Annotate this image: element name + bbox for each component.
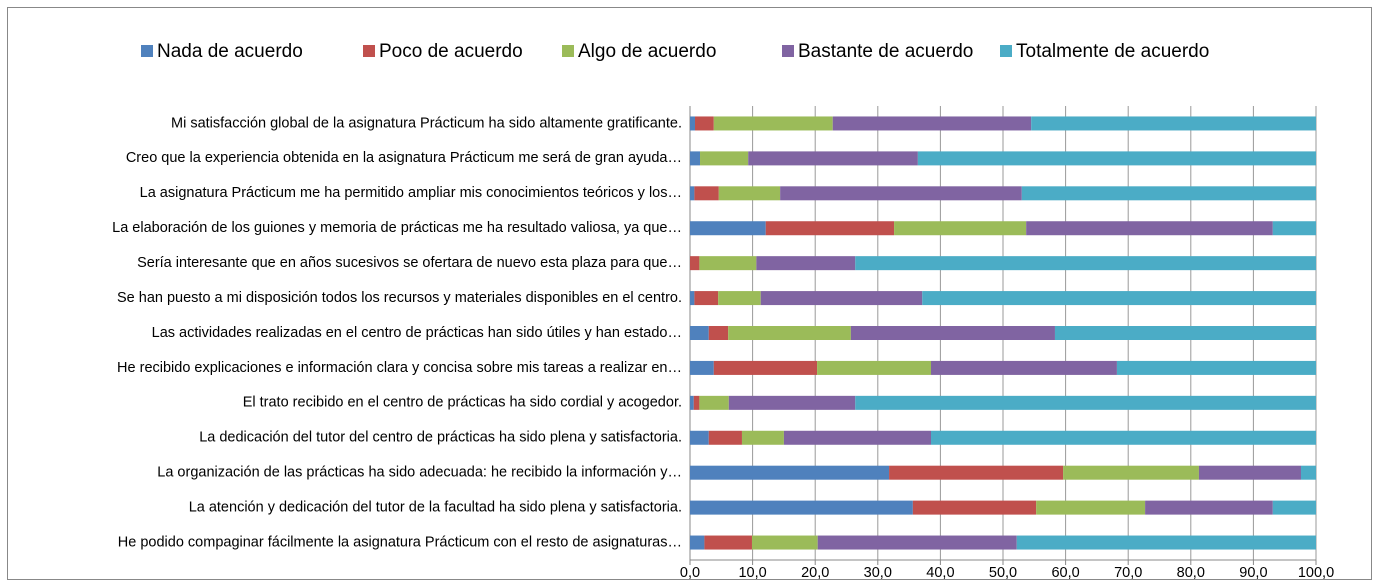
y-tick-label: Las actividades realizadas en el centro … bbox=[152, 325, 682, 341]
bar-segment bbox=[690, 291, 695, 306]
bar-segment bbox=[912, 500, 1037, 515]
bar-segment bbox=[1145, 500, 1273, 515]
x-tick-label: 20,0 bbox=[801, 565, 829, 581]
bar-segment bbox=[783, 430, 932, 445]
bar-segment bbox=[1036, 500, 1146, 515]
bar-segment bbox=[889, 465, 1064, 480]
bar-segment bbox=[1031, 116, 1316, 131]
bar-segment bbox=[817, 360, 932, 375]
bar-segment bbox=[751, 535, 818, 550]
bar-segment bbox=[699, 395, 729, 410]
bar-segment bbox=[690, 221, 766, 236]
bar-segment bbox=[690, 360, 714, 375]
bar-segment bbox=[817, 535, 1017, 550]
legend-swatch bbox=[562, 45, 574, 57]
bar-segment bbox=[855, 395, 1316, 410]
legend-label: Bastante de acuerdo bbox=[798, 41, 973, 62]
legend-label: Algo de acuerdo bbox=[578, 41, 716, 62]
y-tick-label: He recibido explicaciones e información … bbox=[117, 360, 682, 376]
y-tick-label: Mi satisfacción global de la asignatura … bbox=[171, 115, 682, 131]
bar-segment bbox=[850, 326, 1055, 340]
bar-segment bbox=[760, 291, 923, 306]
bar-segment bbox=[690, 430, 709, 445]
x-tick-label: 30,0 bbox=[864, 565, 892, 581]
legend-swatch bbox=[782, 45, 794, 57]
bar-segment bbox=[694, 291, 719, 306]
y-tick-label: La asignatura Prácticum me ha permitido … bbox=[140, 185, 682, 201]
legend-label: Nada de acuerdo bbox=[157, 41, 303, 62]
y-tick-label: El trato recibido en el centro de prácti… bbox=[243, 395, 682, 411]
bar-segment bbox=[756, 256, 856, 271]
bar-segment bbox=[690, 500, 913, 515]
bar-segment bbox=[690, 116, 696, 131]
bar-segment bbox=[728, 326, 851, 340]
bar-segment bbox=[832, 116, 1032, 131]
bar-segment bbox=[922, 291, 1316, 306]
y-tick-label: La elaboración de los guiones y memoria … bbox=[112, 220, 682, 236]
bar-segment bbox=[708, 326, 729, 340]
bar-segment bbox=[713, 116, 833, 131]
legend-swatch bbox=[1000, 45, 1012, 57]
bar-segment bbox=[699, 256, 757, 271]
bar-segment bbox=[1272, 500, 1316, 515]
bar-segment bbox=[690, 326, 709, 340]
bar-segment bbox=[704, 535, 752, 550]
y-tick-label: La atención y dedicación del tutor de la… bbox=[189, 499, 682, 515]
legend-label: Poco de acuerdo bbox=[379, 41, 523, 62]
bar-segment bbox=[690, 535, 705, 550]
y-tick-label: He podido compaginar fácilmente la asign… bbox=[118, 534, 682, 550]
bar-segment bbox=[1116, 360, 1316, 375]
bar-segment bbox=[1026, 221, 1273, 236]
bar-segment bbox=[713, 360, 818, 375]
bar-segment bbox=[718, 186, 781, 201]
x-tick-label: 50,0 bbox=[989, 565, 1017, 581]
y-tick-label: Se han puesto a mi disposición todos los… bbox=[117, 290, 682, 306]
bar-segment bbox=[728, 395, 856, 410]
bar-segment bbox=[1016, 535, 1316, 550]
bar-segment bbox=[708, 430, 742, 445]
x-tick-label: 60,0 bbox=[1051, 565, 1079, 581]
bar-segment bbox=[780, 186, 1022, 201]
x-tick-label: 80,0 bbox=[1177, 565, 1205, 581]
bar-segment bbox=[765, 221, 895, 236]
bar-segment bbox=[1054, 326, 1316, 340]
bar-segment bbox=[894, 221, 1027, 236]
bar-segment bbox=[1021, 186, 1316, 201]
bar-segment bbox=[693, 395, 700, 410]
bar-segment bbox=[718, 291, 761, 306]
bar-segment bbox=[1063, 465, 1199, 480]
bar-segment bbox=[1272, 221, 1316, 236]
bar-segment bbox=[931, 430, 1316, 445]
bar-segment bbox=[741, 430, 784, 445]
y-tick-label: La dedicación del tutor del centro de pr… bbox=[199, 430, 682, 446]
bar-segment bbox=[917, 151, 1316, 166]
bar-segment bbox=[931, 360, 1117, 375]
bar-segment bbox=[695, 116, 714, 131]
bar-segment bbox=[855, 256, 1316, 271]
x-tick-label: 100,0 bbox=[1298, 565, 1334, 581]
x-tick-label: 90,0 bbox=[1239, 565, 1267, 581]
bar-segment bbox=[690, 465, 890, 480]
bar-segment bbox=[694, 186, 719, 201]
bar-segment bbox=[1300, 465, 1316, 480]
bar-segment bbox=[690, 395, 694, 410]
bar-segment bbox=[690, 151, 701, 166]
bar-segment bbox=[690, 186, 695, 201]
y-tick-label: Sería interesante que en años sucesivos … bbox=[137, 255, 682, 271]
x-tick-label: 70,0 bbox=[1114, 565, 1142, 581]
bar-segment bbox=[1198, 465, 1301, 480]
x-tick-label: 10,0 bbox=[738, 565, 766, 581]
x-tick-label: 0,0 bbox=[680, 565, 700, 581]
legend-swatch bbox=[363, 45, 375, 57]
legend-swatch bbox=[141, 45, 153, 57]
y-tick-label: Creo que la experiencia obtenida en la a… bbox=[126, 150, 682, 166]
bar-segment bbox=[690, 256, 700, 271]
x-tick-label: 40,0 bbox=[926, 565, 954, 581]
y-tick-label: La organización de las prácticas ha sido… bbox=[157, 465, 682, 481]
bar-segment bbox=[700, 151, 749, 166]
bar-segment bbox=[748, 151, 918, 166]
legend-label: Totalmente de acuerdo bbox=[1016, 41, 1209, 62]
